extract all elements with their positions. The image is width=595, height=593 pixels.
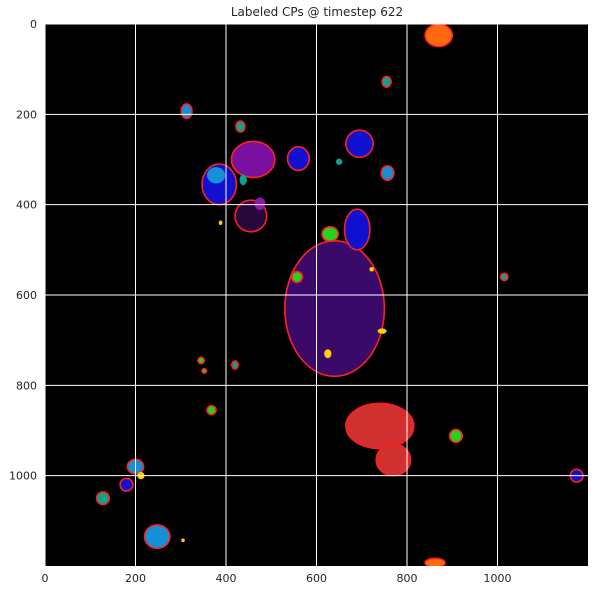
x-tick-label: 200 bbox=[125, 572, 146, 585]
y-tick-label: 800 bbox=[16, 379, 37, 392]
cp-region-teal-cp-4 bbox=[499, 272, 509, 282]
y-tick-label: 200 bbox=[16, 108, 37, 121]
cp-region-green-cp-2 bbox=[290, 270, 304, 284]
cp-region-cyan-cp-top bbox=[180, 103, 193, 120]
cp-region-magenta-cp bbox=[254, 197, 266, 211]
gridlines bbox=[44, 23, 588, 566]
cp-region-cyan-cp-right bbox=[380, 165, 395, 182]
x-axis-ticks: 0 200 400 600 800 1000 bbox=[42, 572, 512, 585]
cp-region-teal-cp-6 bbox=[335, 158, 343, 165]
y-tick-label: 600 bbox=[16, 289, 37, 302]
cp-region-teal-cp-3 bbox=[95, 491, 111, 506]
cp-region-teal-cp-5 bbox=[231, 360, 240, 370]
y-tick-label: 0 bbox=[30, 18, 37, 31]
x-tick-label: 800 bbox=[397, 572, 418, 585]
cp-region-orange-cp-top bbox=[424, 24, 454, 48]
chart-title: Labeled CPs @ timestep 622 bbox=[231, 5, 403, 19]
cp-region-blue-cp-lower-left bbox=[119, 477, 134, 492]
cp-region-teal-cp-1 bbox=[235, 120, 246, 133]
cp-region-yellow-cp-6 bbox=[181, 538, 185, 543]
x-tick-label: 600 bbox=[306, 572, 327, 585]
y-tick-label: 400 bbox=[16, 199, 37, 212]
cp-region-orange-cp-bottom bbox=[424, 557, 446, 566]
cp-region-cyan-cp-cluster bbox=[206, 167, 226, 184]
y-axis-ticks: 0 200 400 600 800 1000 bbox=[9, 18, 37, 483]
cp-region-light-red-cp-upper bbox=[345, 402, 415, 450]
cp-region-blue-cp-mid bbox=[286, 146, 311, 172]
cp-region-purple-cp bbox=[230, 140, 276, 179]
cp-region-green-cp-1 bbox=[321, 225, 340, 243]
cp-region-green-cp-6 bbox=[201, 367, 208, 374]
cp-region-cyan-cp-lower-left bbox=[143, 524, 171, 550]
cp-region-yellow-cp-4 bbox=[369, 266, 374, 272]
cp-region-light-red-cp-lower bbox=[375, 443, 412, 477]
cp-region-large-purple-cp bbox=[284, 239, 386, 378]
y-tick-label: 1000 bbox=[9, 470, 37, 483]
x-tick-label: 1000 bbox=[484, 572, 512, 585]
cp-region-green-cp-4 bbox=[206, 404, 217, 416]
cp-region-blue-cp-center bbox=[343, 208, 371, 251]
cp-region-green-cp-5 bbox=[197, 356, 206, 365]
cp-regions bbox=[95, 24, 584, 566]
cp-region-green-cp-3 bbox=[448, 428, 464, 444]
cp-region-yellow-cp-2 bbox=[377, 328, 387, 334]
x-tick-label: 0 bbox=[42, 572, 49, 585]
cp-region-yellow-cp-1 bbox=[324, 349, 332, 359]
cp-region-teal-cp-7 bbox=[239, 174, 247, 186]
cp-region-yellow-cp-5 bbox=[218, 220, 223, 225]
cp-region-blue-cp-upper-right bbox=[345, 129, 374, 159]
cp-region-teal-cp-2 bbox=[381, 75, 392, 89]
x-tick-label: 400 bbox=[216, 572, 237, 585]
